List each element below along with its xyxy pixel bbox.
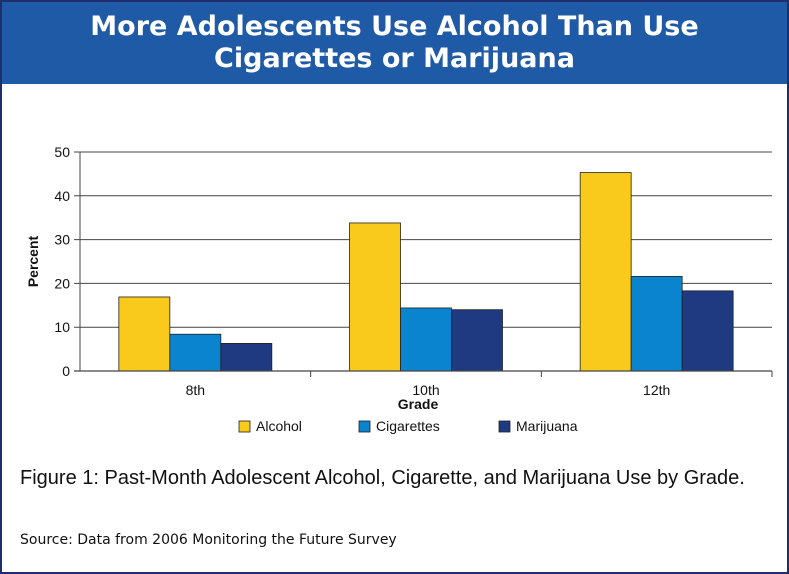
bar-marijuana-12th (681, 290, 734, 372)
bar-marijuana-8th (220, 343, 273, 372)
bar-cigarettes-8th (169, 333, 222, 372)
x-tick-label: 8th (186, 382, 205, 398)
x-tick-label: 10th (412, 382, 439, 398)
bar-cigarettes-10th (400, 307, 452, 372)
legend-label-cigarettes: Cigarettes (376, 418, 440, 434)
y-tick-label: 30 (54, 232, 70, 248)
title-banner: More Adolescents Use Alcohol Than Use Ci… (2, 2, 787, 84)
bar-marijuana-10th (451, 309, 503, 372)
figure-caption: Figure 1: Past-Month Adolescent Alcohol,… (20, 467, 745, 489)
y-tick-label: 20 (54, 275, 70, 291)
title-line-1: More Adolescents Use Alcohol Than Use (90, 11, 699, 42)
bar-alcohol-12th (579, 172, 632, 372)
legend-label-alcohol: Alcohol (256, 418, 302, 434)
bar-alcohol-8th (118, 296, 171, 372)
legend-swatch-cigarettes (358, 420, 371, 433)
x-tick-label: 12th (643, 382, 670, 398)
bar-cigarettes-12th (630, 275, 683, 372)
bar-alcohol-10th (349, 222, 401, 372)
y-axis-title: Percent (25, 235, 41, 287)
y-tick-label: 40 (54, 188, 70, 204)
title-line-2: Cigarettes or Marijuana (214, 43, 575, 74)
legend-label-marijuana: Marijuana (516, 418, 578, 434)
y-tick-label: 50 (54, 144, 70, 160)
source-note: Source: Data from 2006 Monitoring the Fu… (20, 532, 397, 548)
legend-swatch-marijuana (498, 420, 511, 433)
y-tick-label: 10 (54, 319, 70, 335)
x-axis-title: Grade (398, 396, 439, 412)
y-tick-label: 0 (62, 363, 70, 379)
bar-chart: 0 10 20 30 40 50 8th 10th 12th Grade Percent Alcoho… (25, 144, 773, 434)
legend-swatch-alcohol (238, 420, 251, 433)
